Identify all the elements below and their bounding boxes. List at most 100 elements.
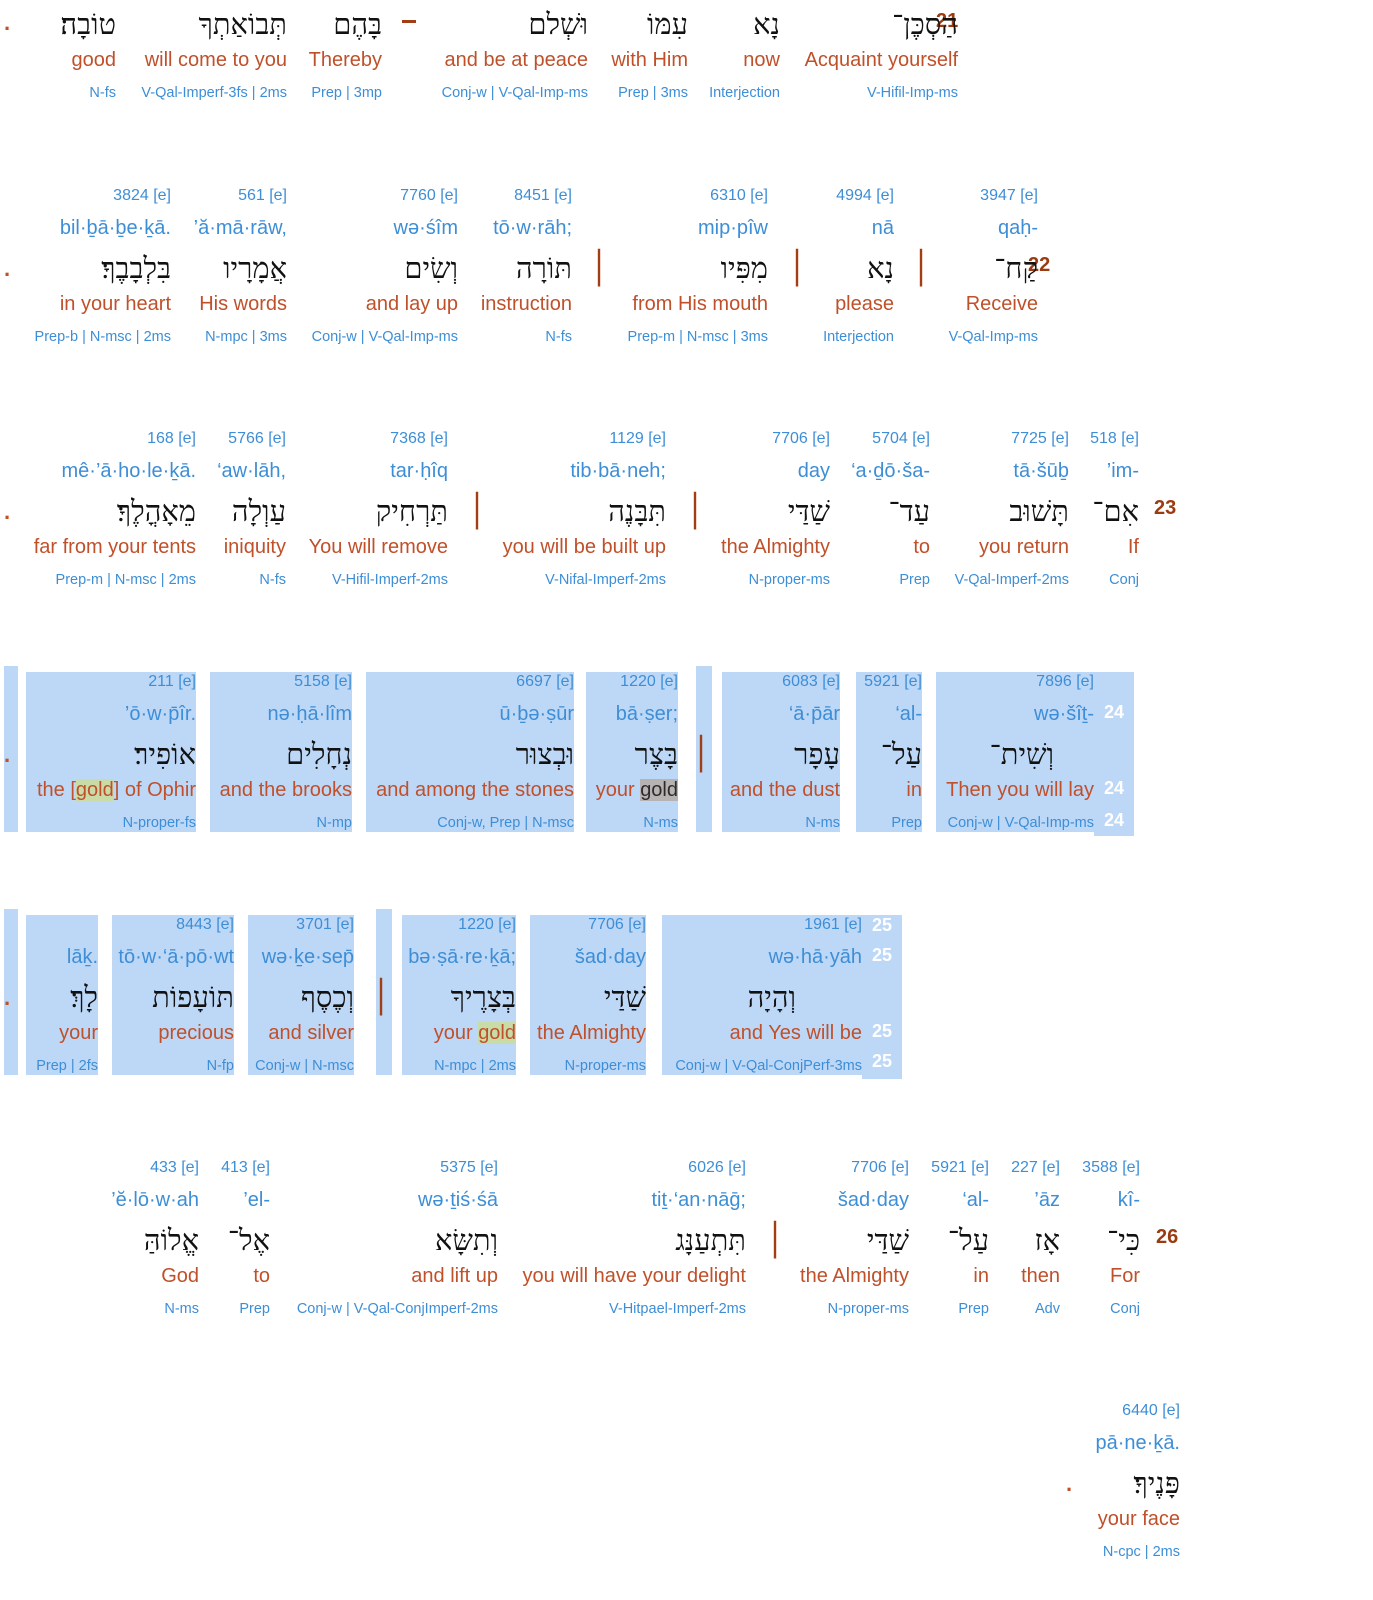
word[interactable]: 433 [e] ’ĕ·lō·w·ah אֱלוֹהַּ God N-ms	[100, 1158, 199, 1318]
strongs-number[interactable]: 3588 [e]	[1082, 1159, 1140, 1176]
word[interactable]: 5158 [e] nə·ḥā·lîm נְחָלִים and the broo…	[210, 672, 352, 832]
word[interactable]: 1129 [e] tib·bā·neh; תִּבָּנֶה you will …	[490, 429, 666, 589]
verse-number[interactable]: 25	[872, 1021, 893, 1041]
word[interactable]: 561 [e] ’ă·mā·rāw, אֲמָרָיו His words N-…	[190, 186, 287, 346]
strongs-number[interactable]: 1220 [e]	[458, 916, 516, 933]
strongs-number[interactable]: 1129 [e]	[609, 430, 666, 447]
word[interactable]: בָּהֶם Thereby Prep | 3mp	[300, 0, 382, 102]
morphology[interactable]: Conj	[1110, 1301, 1140, 1317]
highlighted-gold[interactable]: gold	[75, 779, 114, 801]
word[interactable]: 8451 [e] tō·w·rāh; תּוֹרָה instruction N…	[470, 186, 572, 346]
morphology[interactable]: Conj-w | V-Qal-ConjImperf-2ms	[296, 1301, 498, 1317]
morphology[interactable]: N-ms	[164, 1301, 199, 1317]
strongs-number[interactable]: 7368 [e]	[390, 430, 448, 447]
word[interactable]: הַסְכֶּן־ Acquaint yourself V-Hifil-Imp-…	[780, 0, 958, 102]
word[interactable]: 8443 [e] tō·w·‘ā·pō·wt תּוֹעָפוֹת precio…	[112, 915, 234, 1075]
verse-number[interactable]: 24	[1104, 778, 1125, 798]
morphology[interactable]: Conj	[1109, 572, 1139, 588]
word[interactable]: 5766 [e] ‘aw·lāh, עַוְלָה iniquity N-fs	[210, 429, 286, 589]
morphology[interactable]: Prep	[899, 572, 930, 588]
word[interactable]: עִמּוֹ with Him Prep | 3ms	[590, 0, 688, 102]
morphology[interactable]: Conj-w | V-Qal-ConjPerf-3ms	[675, 1058, 862, 1074]
strongs-number[interactable]: 1961 [e]	[804, 916, 862, 933]
strongs-number[interactable]: 3701 [e]	[296, 916, 354, 933]
verse-number[interactable]: 22	[1028, 254, 1051, 276]
strongs-number[interactable]: 227 [e]	[1011, 1159, 1060, 1176]
strongs-number[interactable]: 7725 [e]	[1011, 430, 1069, 447]
strongs-number[interactable]: 8443 [e]	[176, 916, 234, 933]
word[interactable]: 7706 [e] šad·day שַׁדַּי the Almighty N-…	[790, 1158, 909, 1318]
word[interactable]: וּשְׁלם and be at peace Conj-w | V-Qal-I…	[420, 0, 588, 102]
strongs-number[interactable]: 413 [e]	[221, 1159, 270, 1176]
morphology[interactable]: V-Hifil-Imperf-2ms	[331, 572, 448, 588]
morphology[interactable]: Prep-m | N-msc | 3ms	[627, 329, 768, 345]
strongs-number[interactable]: 3947 [e]	[980, 187, 1038, 204]
morphology[interactable]: Interjection	[823, 329, 894, 345]
strongs-number[interactable]: 518 [e]	[1090, 430, 1139, 447]
highlighted-gold[interactable]: gold	[640, 779, 678, 801]
morphology[interactable]: Prep-m | N-msc | 2ms	[55, 572, 196, 588]
morphology[interactable]: Prep | 2fs	[36, 1058, 98, 1074]
strongs-number[interactable]: 5158 [e]	[294, 673, 352, 690]
morphology[interactable]: N-fs	[89, 85, 116, 101]
word[interactable]: 5921 [e] ‘al- עַל־ in Prep	[856, 672, 922, 832]
strongs-number[interactable]: 5921 [e]	[864, 673, 922, 690]
strongs-number[interactable]: 3824 [e]	[113, 187, 171, 204]
word[interactable]: 7706 [e] šad·day שַׁדַּי the Almighty N-…	[530, 915, 646, 1075]
strongs-number[interactable]: 5375 [e]	[440, 1159, 498, 1176]
word[interactable]: 3947 [e] qaḥ- קַח־ Receive V-Qal-Imp-ms	[930, 186, 1038, 346]
morphology[interactable]: Conj-w | V-Qal-Imp-ms	[311, 329, 458, 345]
strongs-number[interactable]: 7706 [e]	[851, 1159, 909, 1176]
word[interactable]: 3701 [e] wə·ḵe·sep̄ וְכֶסֶף and silver C…	[248, 915, 354, 1075]
word[interactable]: 5375 [e] wə·ṯiś·śā וְתִשָּׂא and lift up…	[286, 1158, 498, 1318]
word[interactable]: טוֹבָה׃ good N-fs	[40, 0, 116, 102]
morphology[interactable]: N-fs	[545, 329, 572, 345]
morphology[interactable]: N-fp	[206, 1058, 234, 1074]
morphology[interactable]: Prep	[891, 815, 922, 831]
verse-number[interactable]: 23	[1154, 497, 1177, 519]
morphology[interactable]: N-ms	[643, 815, 678, 831]
morphology[interactable]: Conj-w | V-Qal-Imp-ms	[441, 85, 588, 101]
morphology[interactable]: V-Qal-Imperf-2ms	[954, 572, 1069, 588]
verse-number[interactable]: 26	[1156, 1226, 1179, 1248]
strongs-number[interactable]: 168 [e]	[147, 430, 196, 447]
word[interactable]: 5921 [e] ‘al- עַל־ in Prep	[925, 1158, 989, 1318]
verse-number[interactable]: 25	[872, 1051, 893, 1071]
word[interactable]: 7760 [e] wə·śîm וְשִׂים and lay up Conj-…	[300, 186, 458, 346]
strongs-number[interactable]: 6310 [e]	[710, 187, 768, 204]
morphology[interactable]: N-mpc | 2ms	[434, 1058, 516, 1074]
word[interactable]: 518 [e] ’im- אִם־ If Conj	[1080, 429, 1139, 589]
word[interactable]: 1961 [e] wə·hā·yāh וְהָיָה and Yes will …	[662, 915, 862, 1075]
morphology[interactable]: N-proper-ms	[827, 1301, 909, 1317]
verse-number[interactable]: 24	[1104, 810, 1125, 830]
word[interactable]: 3824 [e] bil·ḇā·ḇe·ḵā. בִּלְבָבֶךָ׃ in y…	[26, 186, 171, 346]
word[interactable]: 7725 [e] tā·šūḇ תָּשׁוּב you return V-Qa…	[945, 429, 1069, 589]
morphology[interactable]: Adv	[1035, 1301, 1060, 1317]
verse-number[interactable]: 21	[936, 10, 959, 32]
strongs-number[interactable]: 561 [e]	[238, 187, 287, 204]
morphology[interactable]: N-proper-ms	[748, 572, 830, 588]
morphology[interactable]: N-ms	[805, 815, 840, 831]
strongs-number[interactable]: 5766 [e]	[228, 430, 286, 447]
word[interactable]: 6026 [e] tiṯ·‘an·nāḡ; תִּתְעַנָּג you wi…	[512, 1158, 746, 1318]
morphology[interactable]: N-proper-ms	[564, 1058, 646, 1074]
word[interactable]: תְּבוֹאַתְךָ will come to you V-Qal-Impe…	[130, 0, 287, 102]
word[interactable]: 6440 [e] pā·ne·ḵā. פָּנֶיךָ׃ your face N…	[1080, 1401, 1181, 1561]
word[interactable]: 7896 [e] wə·šîṯ- וְשִׁית־ Then you will …	[936, 672, 1094, 832]
morphology[interactable]: N-proper-fs	[122, 815, 196, 831]
word[interactable]: 6697 [e] ū·ḇə·ṣūr וּבְצוּר and among the…	[366, 672, 574, 832]
morphology[interactable]: Interjection	[709, 85, 780, 101]
strongs-number[interactable]: 433 [e]	[150, 1159, 199, 1176]
morphology[interactable]: Conj-w | N-msc	[255, 1058, 354, 1074]
morphology[interactable]: N-fs	[259, 572, 286, 588]
morphology[interactable]: Prep | 3mp	[311, 85, 382, 101]
morphology[interactable]: V-Nifal-Imperf-2ms	[545, 572, 666, 588]
strongs-number[interactable]: 5704 [e]	[872, 430, 930, 447]
morphology[interactable]: Conj-w, Prep | N-msc	[437, 815, 574, 831]
morphology[interactable]: V-Qal-Imperf-3fs | 2ms	[141, 85, 287, 101]
morphology[interactable]: V-Hitpael-Imperf-2ms	[609, 1301, 746, 1317]
morphology[interactable]: V-Hifil-Imp-ms	[866, 85, 958, 101]
word[interactable]: 211 [e] ’ō·w·p̄îr. אוֹפִיר׃ the [gold] o…	[26, 672, 196, 832]
verse-number[interactable]: 25	[872, 945, 893, 965]
word[interactable]: 1220 [e] bā·ṣer; בָּצֶר your gold N-ms	[586, 672, 678, 832]
